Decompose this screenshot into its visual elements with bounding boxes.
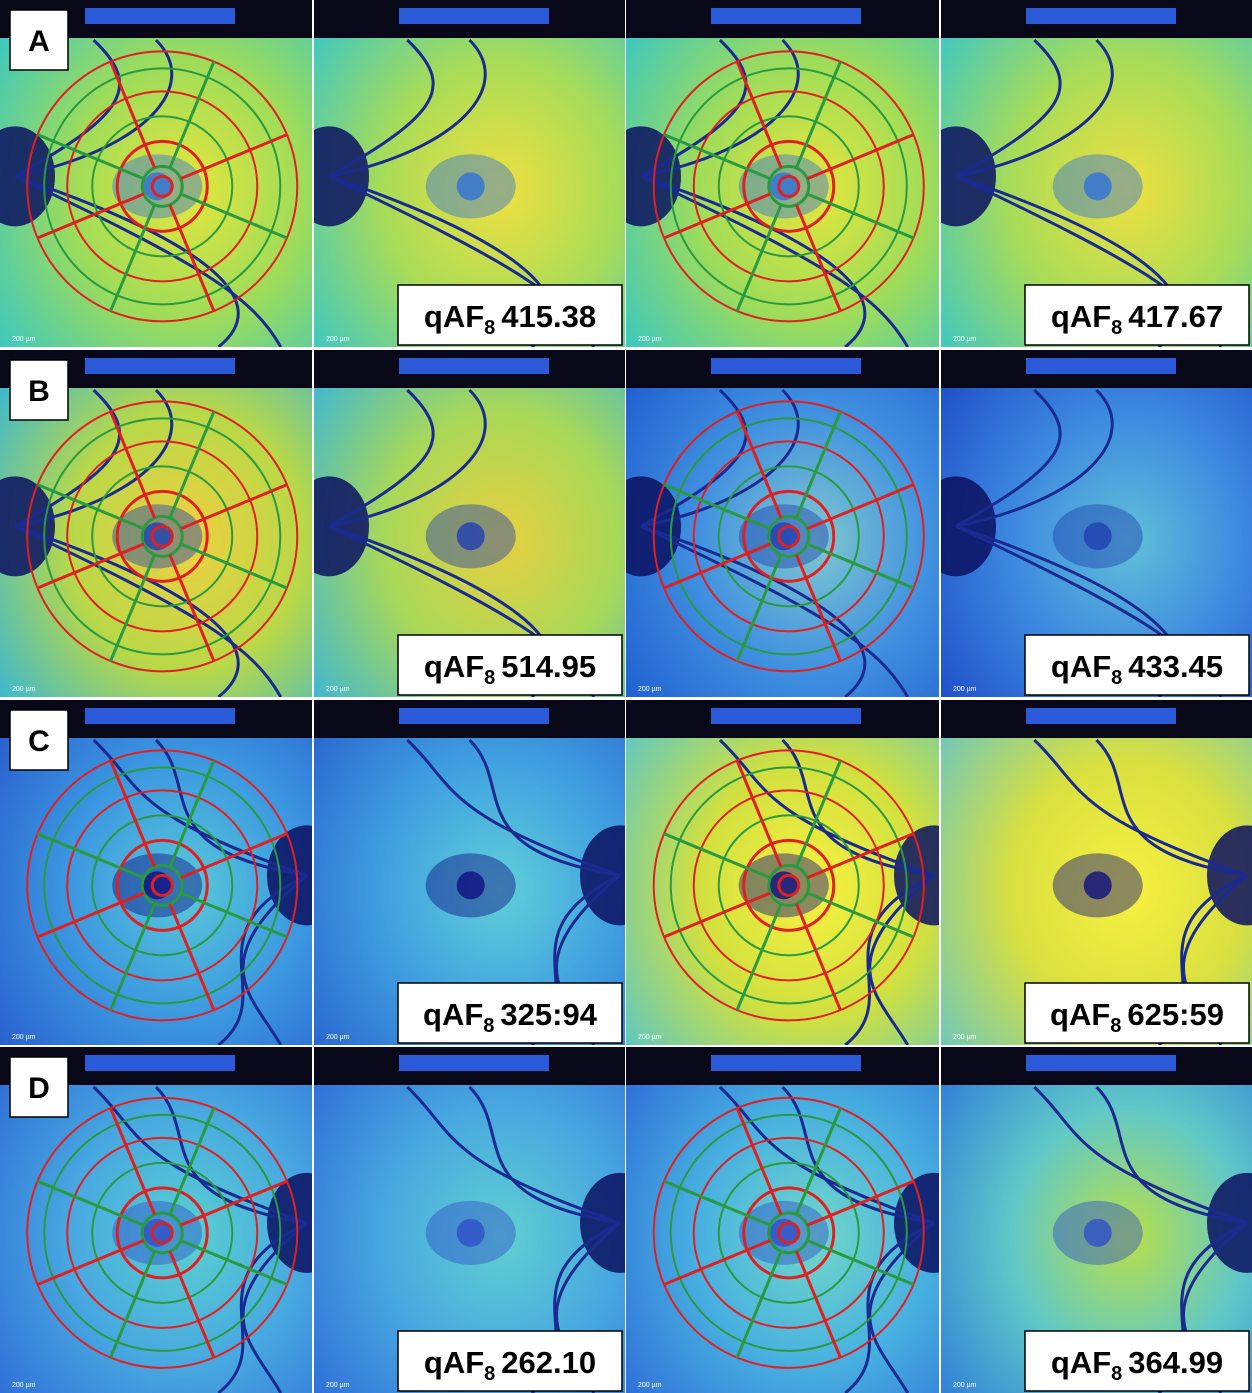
qaf-number: 625:59	[1127, 997, 1224, 1032]
scale-label: 200 µm	[12, 1382, 36, 1389]
qaf-label: qAF	[423, 997, 483, 1032]
qaf-value: qAF8 415.38	[424, 299, 596, 339]
panel: 200 µm qAF8 625:59	[941, 700, 1252, 1045]
status-bar	[1026, 1055, 1176, 1071]
qaf-value: qAF8 417.67	[1051, 299, 1223, 339]
qaf-label: qAF	[1050, 997, 1110, 1032]
qaf-label: qAF	[424, 649, 484, 684]
qaf-value: qAF8 433.45	[1051, 649, 1223, 689]
fovea	[457, 172, 485, 200]
fundus-image	[626, 1047, 974, 1393]
qaf-label: qAF	[1051, 649, 1111, 684]
qaf-subscript: 8	[484, 667, 495, 689]
status-bar	[85, 1055, 235, 1071]
status-bar	[399, 8, 549, 24]
status-bar	[1026, 708, 1176, 724]
status-bar	[1026, 8, 1176, 24]
qaf-subscript: 8	[483, 1015, 494, 1037]
qaf-subscript: 8	[484, 317, 495, 339]
figure: 200 µm200 µmqAF8415.38200 µm200 µmqAF841…	[0, 0, 1252, 1393]
status-bar	[399, 708, 549, 724]
qaf-subscript: 8	[1111, 667, 1122, 689]
fovea	[457, 522, 485, 550]
qaf-number: 433.45	[1128, 649, 1223, 684]
qaf-number: 325:94	[500, 997, 597, 1032]
qaf-number: 417.67	[1128, 299, 1223, 334]
panel: 200 µm	[626, 1047, 974, 1393]
panel: 200 µm qAF8 415.38	[289, 0, 625, 347]
qaf-value: qAF8 325:94	[423, 997, 598, 1037]
status-bar	[85, 358, 235, 374]
fundus-image	[601, 0, 939, 347]
scale-label: 200 µm	[638, 1034, 662, 1041]
qaf-number: 364.99	[1128, 1345, 1223, 1380]
fovea	[1084, 172, 1112, 200]
panel: 200 µm qAF8 417.67	[916, 0, 1252, 347]
status-bar	[711, 358, 861, 374]
fovea	[1084, 871, 1112, 899]
qaf-label: qAF	[424, 299, 484, 334]
status-bar	[399, 358, 549, 374]
fundus-image	[626, 700, 974, 1045]
scale-label: 200 µm	[12, 1034, 36, 1041]
panel: 200 µm qAF8 364.99	[941, 1047, 1252, 1393]
qaf-value: qAF8 625:59	[1050, 997, 1224, 1037]
scale-label: 200 µm	[326, 336, 350, 343]
scale-label: 200 µm	[326, 686, 350, 693]
qaf-number: 514.95	[501, 649, 596, 684]
scale-label: 200 µm	[326, 1382, 350, 1389]
scale-label: 200 µm	[953, 686, 977, 693]
status-bar	[711, 1055, 861, 1071]
scale-label: 200 µm	[12, 336, 36, 343]
panel: 200 µm qAF8 325:94	[314, 700, 660, 1045]
scale-label: 200 µm	[638, 686, 662, 693]
qaf-value: qAF8 262.10	[424, 1345, 596, 1385]
panel: 200 µm qAF8 433.45	[916, 350, 1252, 697]
fovea	[457, 1219, 485, 1247]
status-bar	[85, 708, 235, 724]
qaf-subscript: 8	[484, 1363, 495, 1385]
qaf-subscript: 8	[1111, 1363, 1122, 1385]
row-label: C	[28, 725, 50, 758]
fovea	[1084, 1219, 1112, 1247]
qaf-subscript: 8	[1111, 317, 1122, 339]
scale-label: 200 µm	[12, 686, 36, 693]
status-bar	[1026, 358, 1176, 374]
panel: 200 µm	[601, 0, 939, 347]
qaf-number: 262.10	[501, 1345, 596, 1380]
panel: 200 µm	[626, 700, 974, 1045]
qaf-subscript: 8	[1110, 1015, 1121, 1037]
status-bar	[85, 8, 235, 24]
scale-label: 200 µm	[953, 1034, 977, 1041]
row-label: A	[28, 25, 50, 58]
row-label: B	[28, 375, 50, 408]
scale-label: 200 µm	[326, 1034, 350, 1041]
qaf-label: qAF	[424, 1345, 484, 1380]
panel: 200 µm qAF8 262.10	[314, 1047, 660, 1393]
qaf-value: qAF8 514.95	[424, 649, 596, 689]
qaf-label: qAF	[1051, 1345, 1111, 1380]
status-bar	[399, 1055, 549, 1071]
fundus-image	[601, 350, 939, 697]
scale-label: 200 µm	[953, 336, 977, 343]
scale-label: 200 µm	[638, 336, 662, 343]
qaf-label: qAF	[1051, 299, 1111, 334]
panel: 200 µm qAF8 514.95	[289, 350, 625, 697]
qaf-number: 415.38	[501, 299, 596, 334]
scale-label: 200 µm	[953, 1382, 977, 1389]
status-bar	[711, 708, 861, 724]
qaf-value: qAF8 364.99	[1051, 1345, 1223, 1385]
row-label: D	[28, 1072, 50, 1105]
status-bar	[711, 8, 861, 24]
fovea	[457, 871, 485, 899]
scale-label: 200 µm	[638, 1382, 662, 1389]
panel: 200 µm	[601, 350, 939, 697]
fovea	[1084, 522, 1112, 550]
